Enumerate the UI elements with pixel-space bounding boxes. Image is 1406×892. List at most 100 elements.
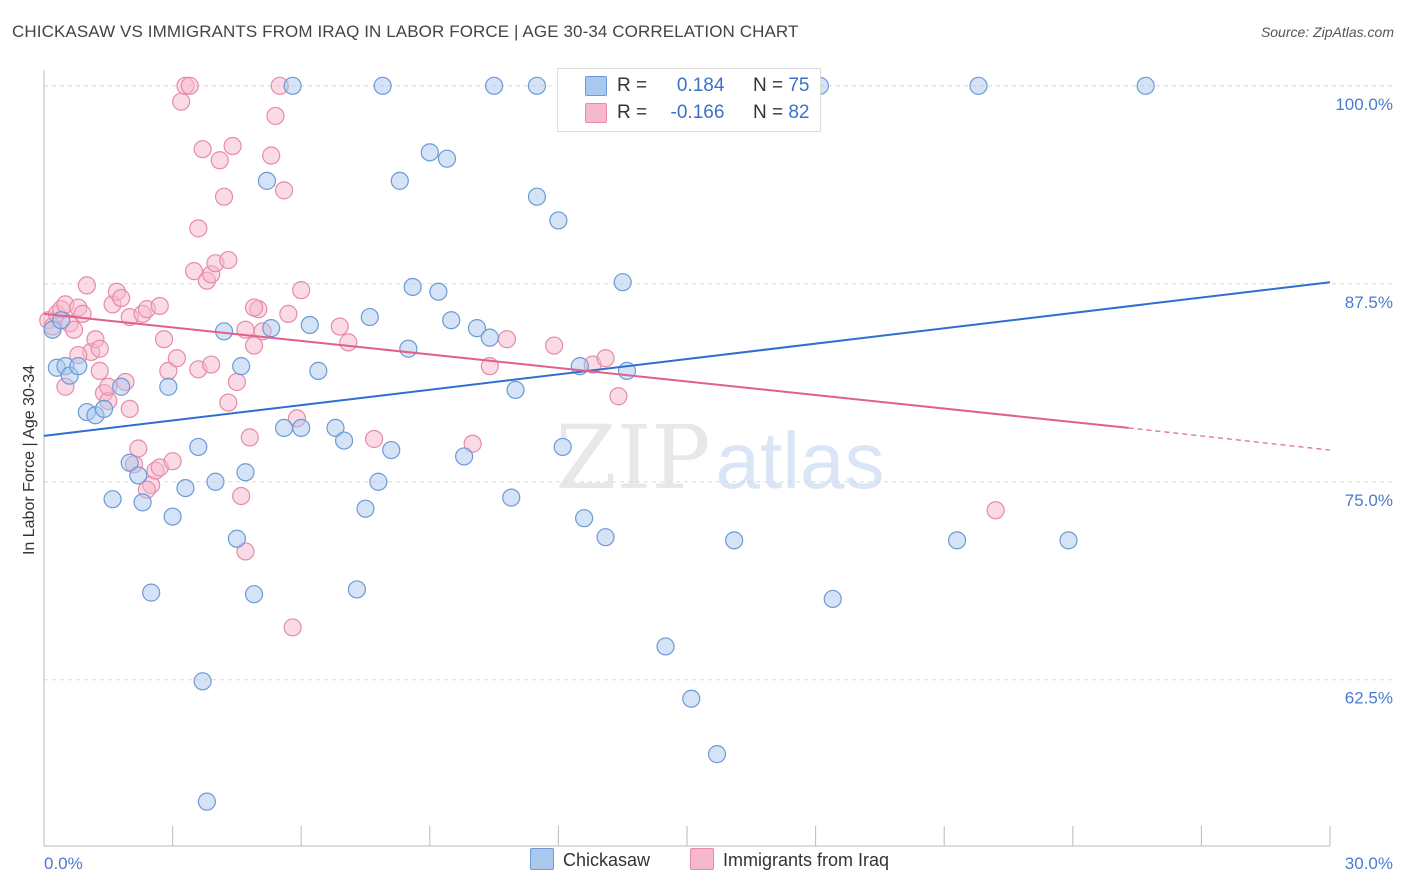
legend-iraq-label: Immigrants from Iraq (723, 850, 890, 870)
chickasaw-point (193, 672, 212, 691)
iraq-point (180, 76, 199, 95)
chickasaw-point (176, 478, 195, 498)
iraq-point (223, 136, 242, 156)
chickasaw-point (189, 437, 208, 457)
chickasaw-point (553, 437, 572, 457)
watermark-atlas: atlas (716, 416, 885, 505)
iraq-point (150, 296, 169, 316)
iraq-point (497, 330, 517, 349)
iraq-point (596, 349, 615, 368)
iraq-point (274, 181, 294, 200)
iraq-r-value: -0.166 (670, 102, 725, 123)
iraq-point (244, 336, 264, 355)
chickasaw-point (133, 493, 152, 512)
axes (43, 70, 1331, 847)
chickasaw-point (399, 339, 418, 358)
legend: Chickasaw Immigrants from Iraq (0, 848, 1406, 878)
chickasaw-point (300, 315, 319, 335)
iraq-point (163, 452, 182, 471)
iraq-point (545, 336, 564, 355)
chickasaw-point (596, 528, 615, 547)
chickasaw-point (549, 211, 568, 230)
y-tick-label: 62.5% (1345, 689, 1393, 708)
iraq-point (330, 317, 349, 336)
chickasaw-point (356, 499, 375, 518)
chickasaw-point (480, 328, 499, 347)
iraq-point (64, 320, 84, 339)
trend-lines (43, 281, 1331, 451)
chickasaw-point (369, 472, 388, 491)
iraq-point (90, 361, 109, 380)
chickasaw-point (206, 472, 225, 491)
chickasaw-point (283, 76, 302, 95)
chickasaw-point (373, 76, 392, 95)
iraq-point (609, 387, 628, 406)
chickasaw-point (112, 377, 131, 396)
chickasaw-point (575, 509, 594, 528)
iraq-point (129, 439, 148, 458)
iraq-point (279, 304, 298, 323)
iraq-point (90, 339, 109, 358)
y-tick-label: 100.0% (1335, 95, 1393, 114)
source-label: Source: ZipAtlas.com (1260, 24, 1394, 40)
iraq-point (112, 288, 131, 308)
iraq-point (202, 355, 221, 374)
tick-labels: 62.5% 75.0% 87.5% 100.0% 0.0% 30.0% (44, 95, 1393, 873)
chickasaw-point (292, 418, 311, 438)
chickasaw-point (947, 531, 967, 550)
chickasaw-point (502, 488, 521, 507)
chickasaw-point (382, 440, 401, 460)
chickasaw-point (823, 589, 842, 609)
chickasaw-point (334, 431, 354, 450)
iraq-point (219, 393, 238, 412)
iraq-point (73, 304, 92, 323)
y-tick-label: 87.5% (1345, 293, 1393, 312)
iraq-point (232, 486, 251, 506)
chickasaw-point (725, 531, 744, 550)
chickasaw-point (390, 171, 409, 190)
chickasaw-point (274, 418, 294, 438)
chickasaw-point (232, 357, 251, 376)
chickasaw-point (437, 149, 457, 168)
chickasaw-point (656, 637, 675, 656)
chickasaw-point (309, 361, 328, 380)
watermark-zip: ZIP (555, 406, 710, 509)
iraq-point (339, 333, 358, 352)
chickasaw-point (969, 76, 988, 95)
x-tick-label-max: 30.0% (1345, 854, 1393, 873)
chickasaw-point (103, 490, 122, 509)
series-iraq-points (39, 76, 1005, 637)
x-tick-label-min: 0.0% (44, 854, 83, 873)
chickasaw-swatch (585, 76, 607, 96)
iraq-point (262, 146, 281, 165)
chickasaw-point (403, 277, 422, 297)
chickasaw-point (159, 377, 178, 396)
iraq-point (189, 219, 208, 238)
iraq-point (986, 501, 1005, 520)
chickasaw-point (227, 529, 246, 548)
iraq-point (172, 92, 191, 111)
n-label: N = (752, 102, 784, 123)
iraq-point (227, 372, 246, 392)
chickasaw-point (527, 187, 547, 206)
n-label: N = (752, 75, 784, 96)
iraq-point (463, 434, 482, 453)
iraq-point (193, 140, 212, 159)
legend-item-iraq[interactable]: Immigrants from Iraq (690, 848, 890, 872)
iraq-point (244, 298, 264, 317)
legend-item-chickasaw[interactable]: Chickasaw (530, 848, 650, 872)
iraq-point (120, 399, 139, 419)
chickasaw-r-value: 0.184 (676, 75, 725, 96)
iraq-point (77, 276, 96, 295)
chickasaw-point (682, 689, 701, 708)
iraq-trend-line (43, 312, 1129, 429)
chickasaw-point (360, 307, 379, 327)
chickasaw-point (120, 453, 139, 472)
iraq-n-value: 82 (788, 102, 810, 123)
chickasaw-point (326, 418, 345, 438)
iraq-point (167, 349, 186, 368)
iraq-point (240, 428, 259, 447)
y-tick-label: 75.0% (1345, 491, 1393, 510)
chickasaw-point (420, 143, 439, 162)
chickasaw-point (454, 447, 474, 466)
